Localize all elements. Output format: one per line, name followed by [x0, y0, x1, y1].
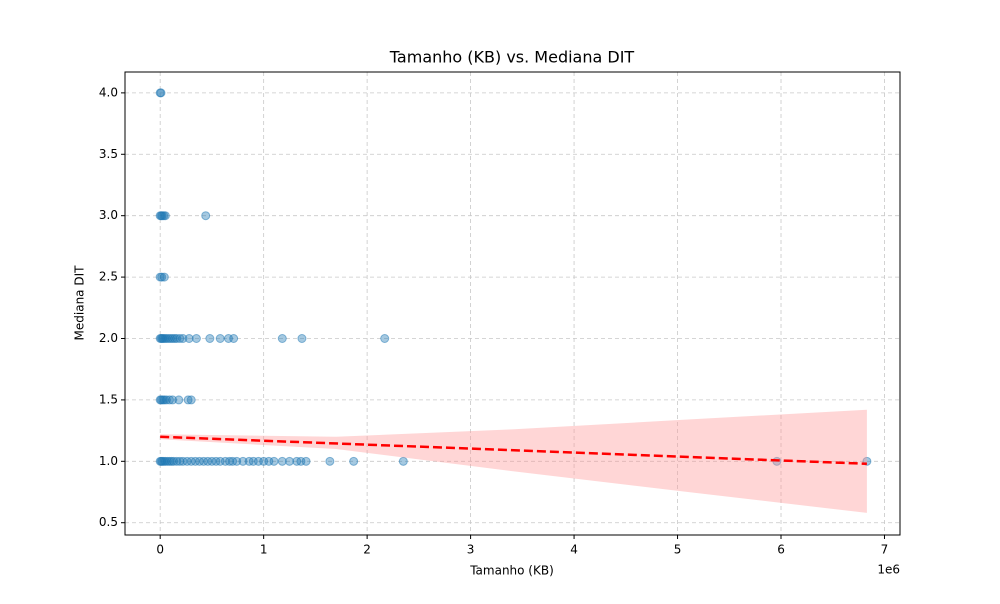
scatter-point	[161, 395, 171, 405]
scatter-point	[229, 334, 239, 344]
scatter-point	[238, 456, 248, 466]
y-tick-label: 2.0	[99, 331, 118, 345]
y-tick-label: 1.0	[99, 454, 118, 468]
scatter-point	[156, 88, 166, 98]
x-tick-label: 1	[260, 543, 268, 557]
scatter-point	[215, 334, 225, 344]
scatter-point	[160, 211, 170, 221]
scatter-point	[172, 456, 182, 466]
scatter-point	[168, 395, 178, 405]
scatter-point	[178, 334, 188, 344]
x-tick-label: 2	[363, 543, 371, 557]
scatter-point	[225, 456, 235, 466]
x-axis-label: Tamanho (KB)	[469, 564, 554, 578]
scatter-point	[277, 334, 287, 344]
regression-line	[160, 435, 867, 466]
scatter-point	[285, 456, 295, 466]
scatter-point	[175, 456, 185, 466]
y-axis-label: Mediana DIT	[73, 265, 87, 341]
scatter-point	[172, 334, 182, 344]
y-tick-label: 0.5	[99, 515, 118, 529]
scatter-point	[159, 272, 169, 282]
chart-title: Tamanho (KB) vs. Mediana DIT	[389, 48, 635, 67]
scatter-point	[325, 456, 335, 466]
scatter-point	[191, 334, 201, 344]
scatter-point	[183, 395, 193, 405]
scatter-point	[184, 334, 194, 344]
scatter-point	[174, 395, 184, 405]
y-tick-label: 3.5	[99, 147, 118, 161]
x-tick-label: 0	[156, 543, 164, 557]
scatter-point	[232, 456, 242, 466]
scatter-point	[398, 456, 408, 466]
plot-frame	[124, 71, 901, 536]
scatter-point	[269, 456, 279, 466]
scatter-point	[205, 334, 215, 344]
scatter-point	[277, 456, 287, 466]
x-tick-label: 5	[674, 543, 682, 557]
confidence-band	[160, 409, 867, 513]
y-tick-label: 4.0	[99, 85, 118, 99]
scatter-point	[186, 395, 196, 405]
x-tick-label: 4	[570, 543, 578, 557]
x-tick-label: 7	[881, 543, 889, 557]
scatter-point	[164, 395, 174, 405]
y-tick-label: 3.0	[99, 208, 118, 222]
x-tick-label: 6	[777, 543, 785, 557]
scatter-point	[380, 334, 390, 344]
scatter-point	[175, 334, 185, 344]
scatter-point	[301, 456, 311, 466]
scatter-point	[297, 334, 307, 344]
x-offset-label: 1e6	[877, 563, 900, 577]
scatter-point	[349, 456, 359, 466]
scatter-point	[169, 456, 179, 466]
y-tick-label: 2.5	[99, 270, 118, 284]
scatter-point	[201, 211, 211, 221]
scatter-point	[157, 272, 167, 282]
y-tick-label: 1.5	[99, 392, 118, 406]
x-tick-label: 3	[467, 543, 475, 557]
